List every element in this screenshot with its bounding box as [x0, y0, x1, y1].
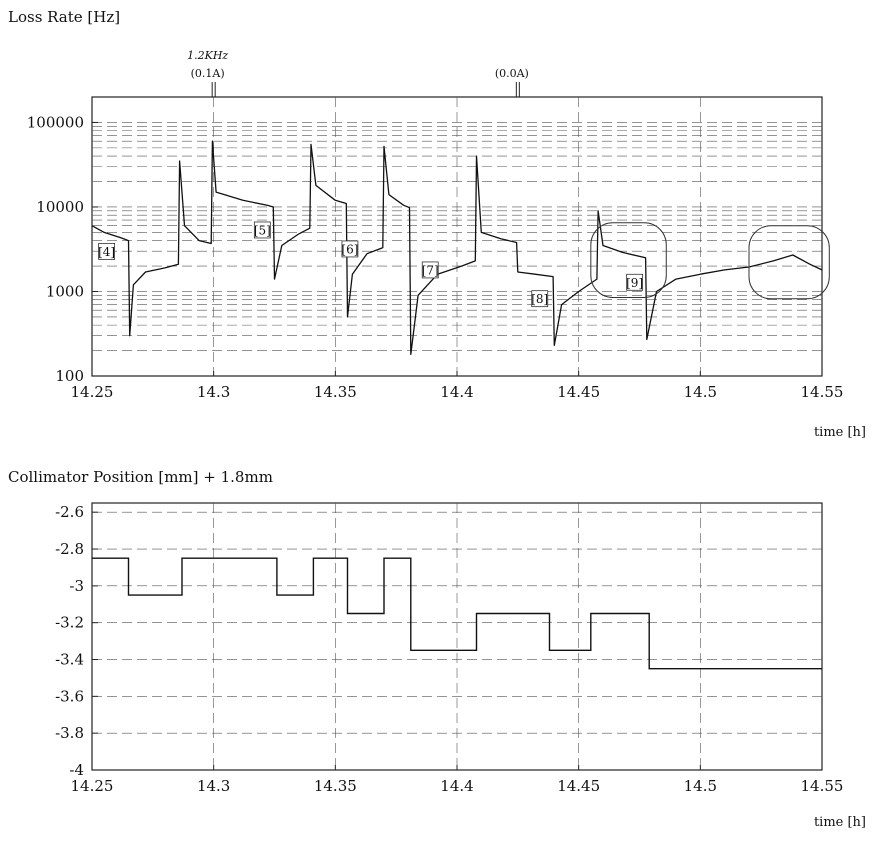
step-mark-label: [4]: [98, 245, 115, 259]
x-tick-label: 14.45: [557, 777, 600, 795]
loss-rate-step-marks: [4] [5] [6] [7] [8] [9]: [98, 221, 644, 308]
step-mark-label: [5]: [254, 223, 271, 237]
y-tick-label: -2.6: [55, 503, 84, 521]
loss-rate-ticks: 14.25 14.3 14.35 14.4 14.45 14.5 14.55 100 1000 1…: [27, 113, 844, 401]
y-tick-label: -3.8: [55, 724, 84, 742]
y-tick-label: -3: [69, 577, 84, 595]
loss-rate-annotations: 1.2KHz (0.1A) (0.0A): [187, 49, 529, 97]
x-tick-label: 14.35: [314, 383, 357, 401]
step-mark-label: [9]: [626, 276, 643, 290]
step-mark-box: [341, 240, 359, 258]
step-mark-box: [98, 242, 115, 260]
loss-rate-grid: [92, 97, 822, 376]
loss-rate-x-unit: time [h]: [814, 425, 866, 440]
y-tick-label: -3.4: [55, 651, 84, 669]
x-tick-label: 14.4: [440, 777, 473, 795]
x-tick-label: 14.25: [71, 383, 114, 401]
loss-rate-series-line: [91, 140, 823, 356]
collimator-ticks: 14.25 14.3 14.35 14.4 14.45 14.5 14.55 -2.6 -2.8…: [55, 503, 843, 795]
collimator-grid: [92, 503, 822, 770]
step-mark-box: [626, 273, 644, 291]
y-tick-label: 1000: [46, 282, 84, 300]
step-mark-label: [6]: [341, 242, 358, 256]
circled-region: [590, 222, 667, 298]
loss-rate-title: Loss Rate [Hz]: [8, 8, 120, 26]
x-tick-label: 14.55: [801, 383, 844, 401]
loss-rate-series-layer: [91, 140, 823, 356]
loss-rate-circled-regions: [590, 222, 830, 300]
annotation-label: (0.1A): [191, 67, 225, 80]
y-tick-label: -4: [69, 761, 84, 779]
x-tick-label: 14.3: [197, 383, 230, 401]
collimator-series-line: [92, 557, 822, 670]
annotation-label-top: 1.2KHz: [187, 49, 228, 62]
x-tick-label: 14.5: [684, 777, 717, 795]
y-tick-label: 10000: [36, 198, 84, 216]
y-tick-label: -3.6: [55, 687, 84, 705]
x-tick-label: 14.35: [314, 777, 357, 795]
loss-rate-plot: 14.25 14.3 14.35 14.4 14.45 14.5 14.55 100 1000 1…: [27, 49, 844, 401]
y-tick-label: -2.8: [55, 540, 84, 558]
x-tick-label: 14.5: [684, 383, 717, 401]
x-tick-label: 14.3: [197, 777, 230, 795]
x-tick-label: 14.4: [440, 383, 473, 401]
collimator-title: Collimator Position [mm] + 1.8mm: [8, 468, 273, 486]
step-mark-label: [8]: [531, 292, 548, 306]
step-mark-box: [531, 290, 549, 308]
y-tick-label: 100000: [27, 113, 84, 131]
step-mark-box: [421, 261, 439, 279]
circled-region: [748, 225, 830, 300]
y-tick-label: -3.2: [55, 614, 84, 632]
collimator-position-plot: 14.25 14.3 14.35 14.4 14.45 14.5 14.55 -2.6 -2.8…: [55, 502, 843, 795]
y-tick-label: 100: [55, 367, 84, 385]
collimator-x-unit: time [h]: [814, 815, 866, 830]
x-tick-label: 14.55: [801, 777, 844, 795]
annotation-label: (0.0A): [495, 67, 529, 80]
x-tick-label: 14.45: [557, 383, 600, 401]
x-tick-label: 14.25: [71, 777, 114, 795]
step-mark-box: [253, 221, 271, 239]
step-mark-label: [7]: [422, 263, 439, 277]
collimator-series-layer: [92, 557, 822, 670]
